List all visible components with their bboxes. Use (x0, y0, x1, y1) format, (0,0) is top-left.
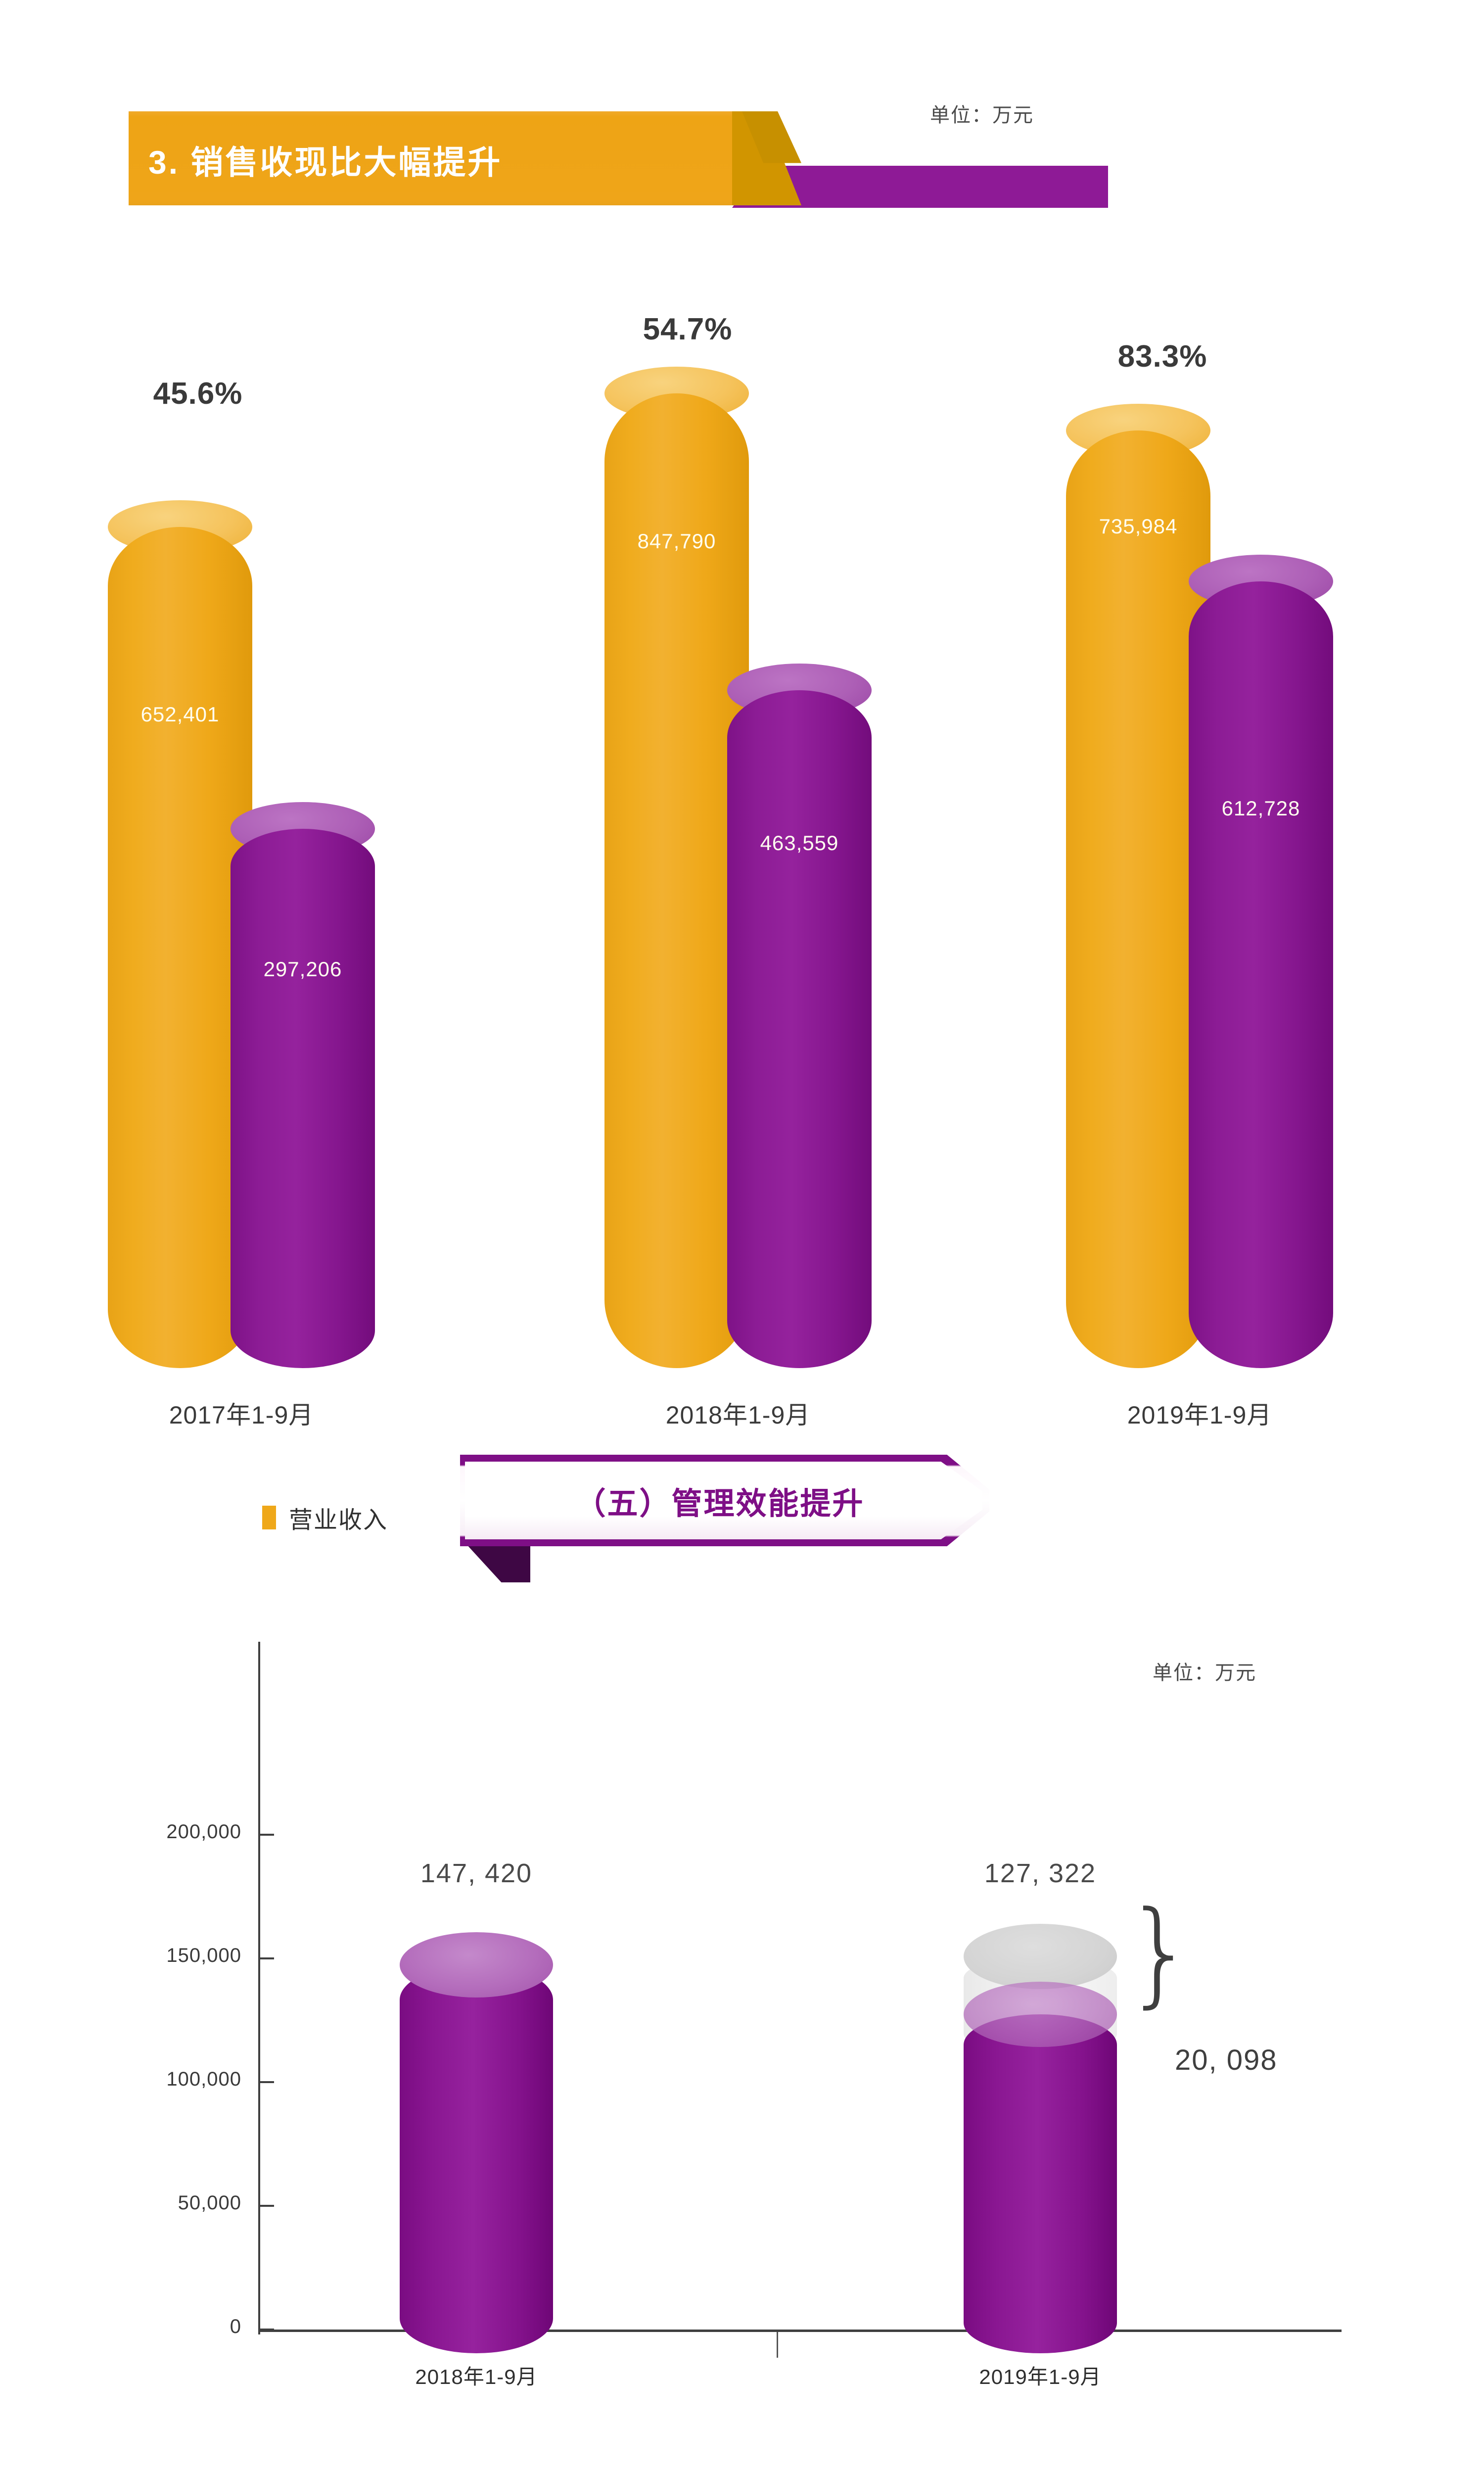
y-tick-150000 (260, 1957, 274, 1959)
bar-revenue-2018 (604, 367, 749, 1368)
pct-annotation-2019: 83.3% (1117, 339, 1207, 374)
xlabel-expense-2019: 2019年1-9月 (979, 2365, 1102, 2388)
chart-period-expenses: 200,000 150,000 100,000 50,000 0 147, 42… (0, 1633, 1484, 2388)
bar-value-cash-2018: 463,559 (760, 831, 839, 855)
banner-orange-slab (129, 111, 767, 205)
bar-cap (400, 1932, 553, 1998)
legend-swatch-orange-icon (262, 1506, 276, 1529)
y-tick-50000 (260, 2205, 274, 2207)
ghost-difference-cap (964, 1924, 1117, 1989)
xlabel-2018: 2018年1-9月 (665, 1401, 811, 1429)
section1-banner: 3. 销售收现比大幅提升 (0, 0, 1484, 208)
section2-banner: （五）管理效能提升 (460, 1455, 1019, 1582)
bar-body (108, 527, 252, 1368)
bar-value-cash-2017: 297,206 (263, 957, 342, 981)
bar-body (604, 393, 749, 1368)
bar-cap (964, 1982, 1117, 2047)
bar-expense-2019 (964, 1982, 1117, 2353)
x-axis-midtick (777, 2332, 778, 2358)
bar-body (1189, 581, 1333, 1368)
unit-label-chart2: 单位：万元 (1153, 1662, 1256, 1684)
bar-cash-2017 (231, 802, 375, 1368)
delta-brace-icon: } (1124, 1887, 1197, 2019)
y-label-200000: 200,000 (166, 1821, 241, 1843)
bar-value-revenue-2018: 847,790 (637, 529, 716, 553)
bar-value-expense-2018: 147, 420 (420, 1858, 533, 1888)
y-label-50000: 50,000 (178, 2192, 241, 2214)
bar-revenue-2019 (1066, 404, 1210, 1368)
x-axis-line (258, 2330, 1342, 2332)
bar-body (964, 2014, 1117, 2353)
bar-value-revenue-2017: 652,401 (140, 703, 220, 726)
bar-cash-2019 (1189, 555, 1333, 1368)
y-label-150000: 150,000 (166, 1945, 241, 1966)
y-tick-0 (260, 2329, 274, 2331)
bar-value-revenue-2019: 735,984 (1099, 515, 1178, 538)
pct-annotation-2018: 54.7% (643, 312, 733, 346)
unit-label-chart1: 单位：万元 (930, 104, 1034, 126)
bar-body (727, 690, 872, 1368)
bar-value-cash-2019: 612,728 (1221, 797, 1300, 820)
bar-body (400, 1965, 553, 2353)
bar-revenue-2017 (108, 500, 252, 1368)
y-axis-line (258, 1642, 260, 2334)
chart-sales-cash-ratio: 45.6% 54.7% 83.3% 652,401 297,206 847,79… (0, 233, 1484, 1533)
section2-title: （五）管理效能提升 (575, 1486, 865, 1521)
bar-body (231, 829, 375, 1368)
bar-value-expense-2019: 127, 322 (984, 1858, 1097, 1888)
banner-plate-inner (465, 1462, 982, 1539)
bar-body (1066, 430, 1210, 1368)
pct-annotation-2017: 45.6% (153, 377, 243, 411)
banner-tail (466, 1544, 530, 1582)
delta-value-label: 20, 098 (1175, 2044, 1278, 2076)
bar-cash-2018 (727, 664, 872, 1368)
legend-label-revenue: 营业收入 (289, 1507, 388, 1533)
xlabel-expense-2018: 2018年1-9月 (415, 2365, 538, 2388)
y-tick-100000 (260, 2081, 274, 2083)
y-label-100000: 100,000 (166, 2068, 241, 2090)
y-tick-200000 (260, 1834, 274, 1836)
section1-title: 3. 销售收现比大幅提升 (148, 144, 503, 181)
xlabel-2019: 2019年1-9月 (1127, 1401, 1272, 1429)
y-label-0: 0 (230, 2316, 241, 2337)
legend-item-revenue[interactable]: 营业收入 (262, 1500, 388, 1535)
bar-expense-2018 (400, 1932, 553, 2353)
banner-purple-slab (762, 166, 1108, 208)
xlabel-2017: 2017年1-9月 (169, 1401, 314, 1429)
